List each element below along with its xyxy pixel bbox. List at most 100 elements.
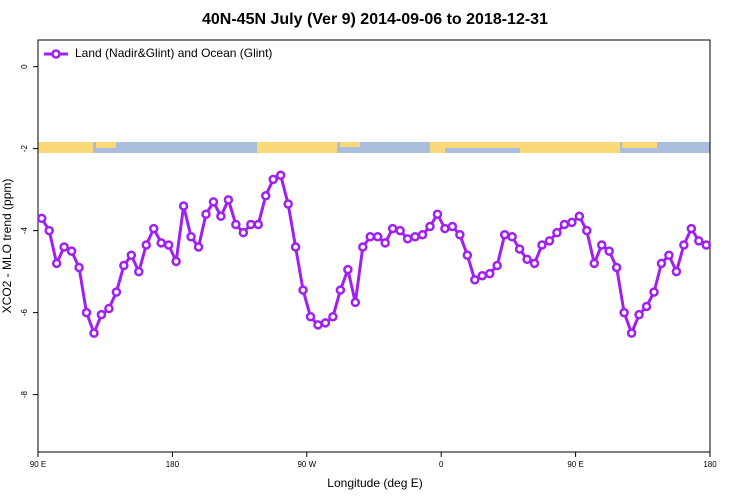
- data-point: [141, 240, 152, 250]
- data-point: [470, 275, 480, 285]
- data-point: [477, 270, 488, 281]
- data-point: [694, 236, 704, 246]
- data-point: [686, 223, 697, 234]
- data-point: [44, 225, 54, 236]
- data-point: [305, 311, 316, 322]
- land-band: [96, 142, 116, 148]
- data-point: [522, 254, 532, 265]
- data-point: [499, 229, 510, 240]
- y-tick-label: -4: [20, 227, 29, 235]
- data-point: [260, 191, 271, 201]
- y-axis-label: XCO2 - MLO trend (ppm): [0, 179, 14, 314]
- data-point: [507, 232, 517, 242]
- y-tick-label: -6: [20, 309, 29, 317]
- data-point: [611, 262, 622, 273]
- x-tick-label: 90 E: [30, 460, 46, 469]
- data-point: [96, 309, 107, 320]
- x-tick-label: 90 E: [567, 460, 583, 469]
- data-point: [619, 307, 629, 318]
- data-point: [679, 240, 689, 250]
- data-point: [664, 250, 674, 260]
- legend-label: Land (Nadir&Glint) and Ocean (Glint): [75, 46, 272, 60]
- x-tick-label: 0: [439, 460, 444, 469]
- data-point: [432, 209, 443, 219]
- data-point: [156, 238, 166, 248]
- data-point: [387, 223, 398, 234]
- data-point: [74, 262, 84, 273]
- data-point: [163, 240, 174, 250]
- data-point: [36, 213, 47, 224]
- land-band: [38, 142, 93, 153]
- data-point: [201, 209, 211, 219]
- data-point: [372, 232, 383, 242]
- data-point: [544, 236, 555, 246]
- y-tick-label: -2: [20, 145, 29, 153]
- data-point: [208, 197, 219, 207]
- land-band: [622, 142, 657, 148]
- data-point: [425, 221, 435, 232]
- data-point: [574, 211, 585, 222]
- x-tick-label: 180: [166, 460, 180, 469]
- data-point: [626, 328, 637, 338]
- land-band: [340, 142, 360, 147]
- legend-marker: [51, 49, 61, 59]
- data-point: [462, 250, 473, 260]
- data-point: [395, 225, 405, 236]
- data-point: [253, 219, 264, 230]
- data-point: [410, 232, 420, 242]
- surface-band: [38, 142, 710, 153]
- data-point: [238, 227, 249, 238]
- data-point: [492, 260, 502, 271]
- data-point: [649, 287, 659, 297]
- data-point: [186, 232, 196, 242]
- data-point: [350, 297, 361, 308]
- data-point: [358, 242, 368, 252]
- ocean-band: [38, 142, 710, 153]
- data-point: [402, 234, 413, 244]
- data-point: [81, 307, 92, 318]
- data-point: [365, 232, 376, 242]
- y-tick-label: -8: [20, 391, 29, 399]
- data-point: [582, 225, 592, 236]
- data-point: [656, 258, 667, 269]
- land-band: [445, 142, 520, 148]
- data-point: [119, 260, 129, 271]
- x-axis-label: Longitude (deg E): [327, 476, 422, 490]
- data-point: [178, 201, 189, 211]
- data-point: [440, 223, 450, 234]
- data-point: [380, 238, 390, 248]
- data-point: [104, 303, 114, 314]
- data-point: [529, 258, 540, 269]
- data-point: [604, 246, 614, 256]
- data-point: [514, 244, 525, 254]
- data-point: [126, 250, 137, 260]
- data-point: [417, 229, 428, 240]
- x-tick-label: 180: [703, 460, 717, 469]
- data-point: [455, 229, 465, 240]
- data-point: [51, 258, 62, 269]
- data-point: [66, 246, 77, 256]
- data-point: [268, 174, 278, 185]
- data-point: [589, 258, 600, 269]
- data-point: [216, 211, 226, 222]
- data-point: [343, 264, 353, 275]
- y-tick-label: 0: [20, 64, 29, 69]
- x-tick-label: 90 W: [297, 460, 316, 469]
- land-band: [520, 142, 620, 153]
- data-point: [290, 242, 301, 252]
- data-point: [231, 219, 241, 230]
- data-point: [148, 223, 159, 234]
- data-point: [59, 242, 69, 252]
- data-point: [89, 328, 99, 338]
- data-point: [193, 242, 204, 252]
- data-point: [283, 199, 293, 209]
- data-point: [246, 219, 256, 230]
- data-point: [111, 287, 122, 297]
- data-point: [567, 217, 577, 228]
- land-band: [257, 142, 337, 153]
- data-point: [559, 219, 570, 230]
- data-point: [484, 268, 495, 279]
- data-point: [537, 240, 547, 250]
